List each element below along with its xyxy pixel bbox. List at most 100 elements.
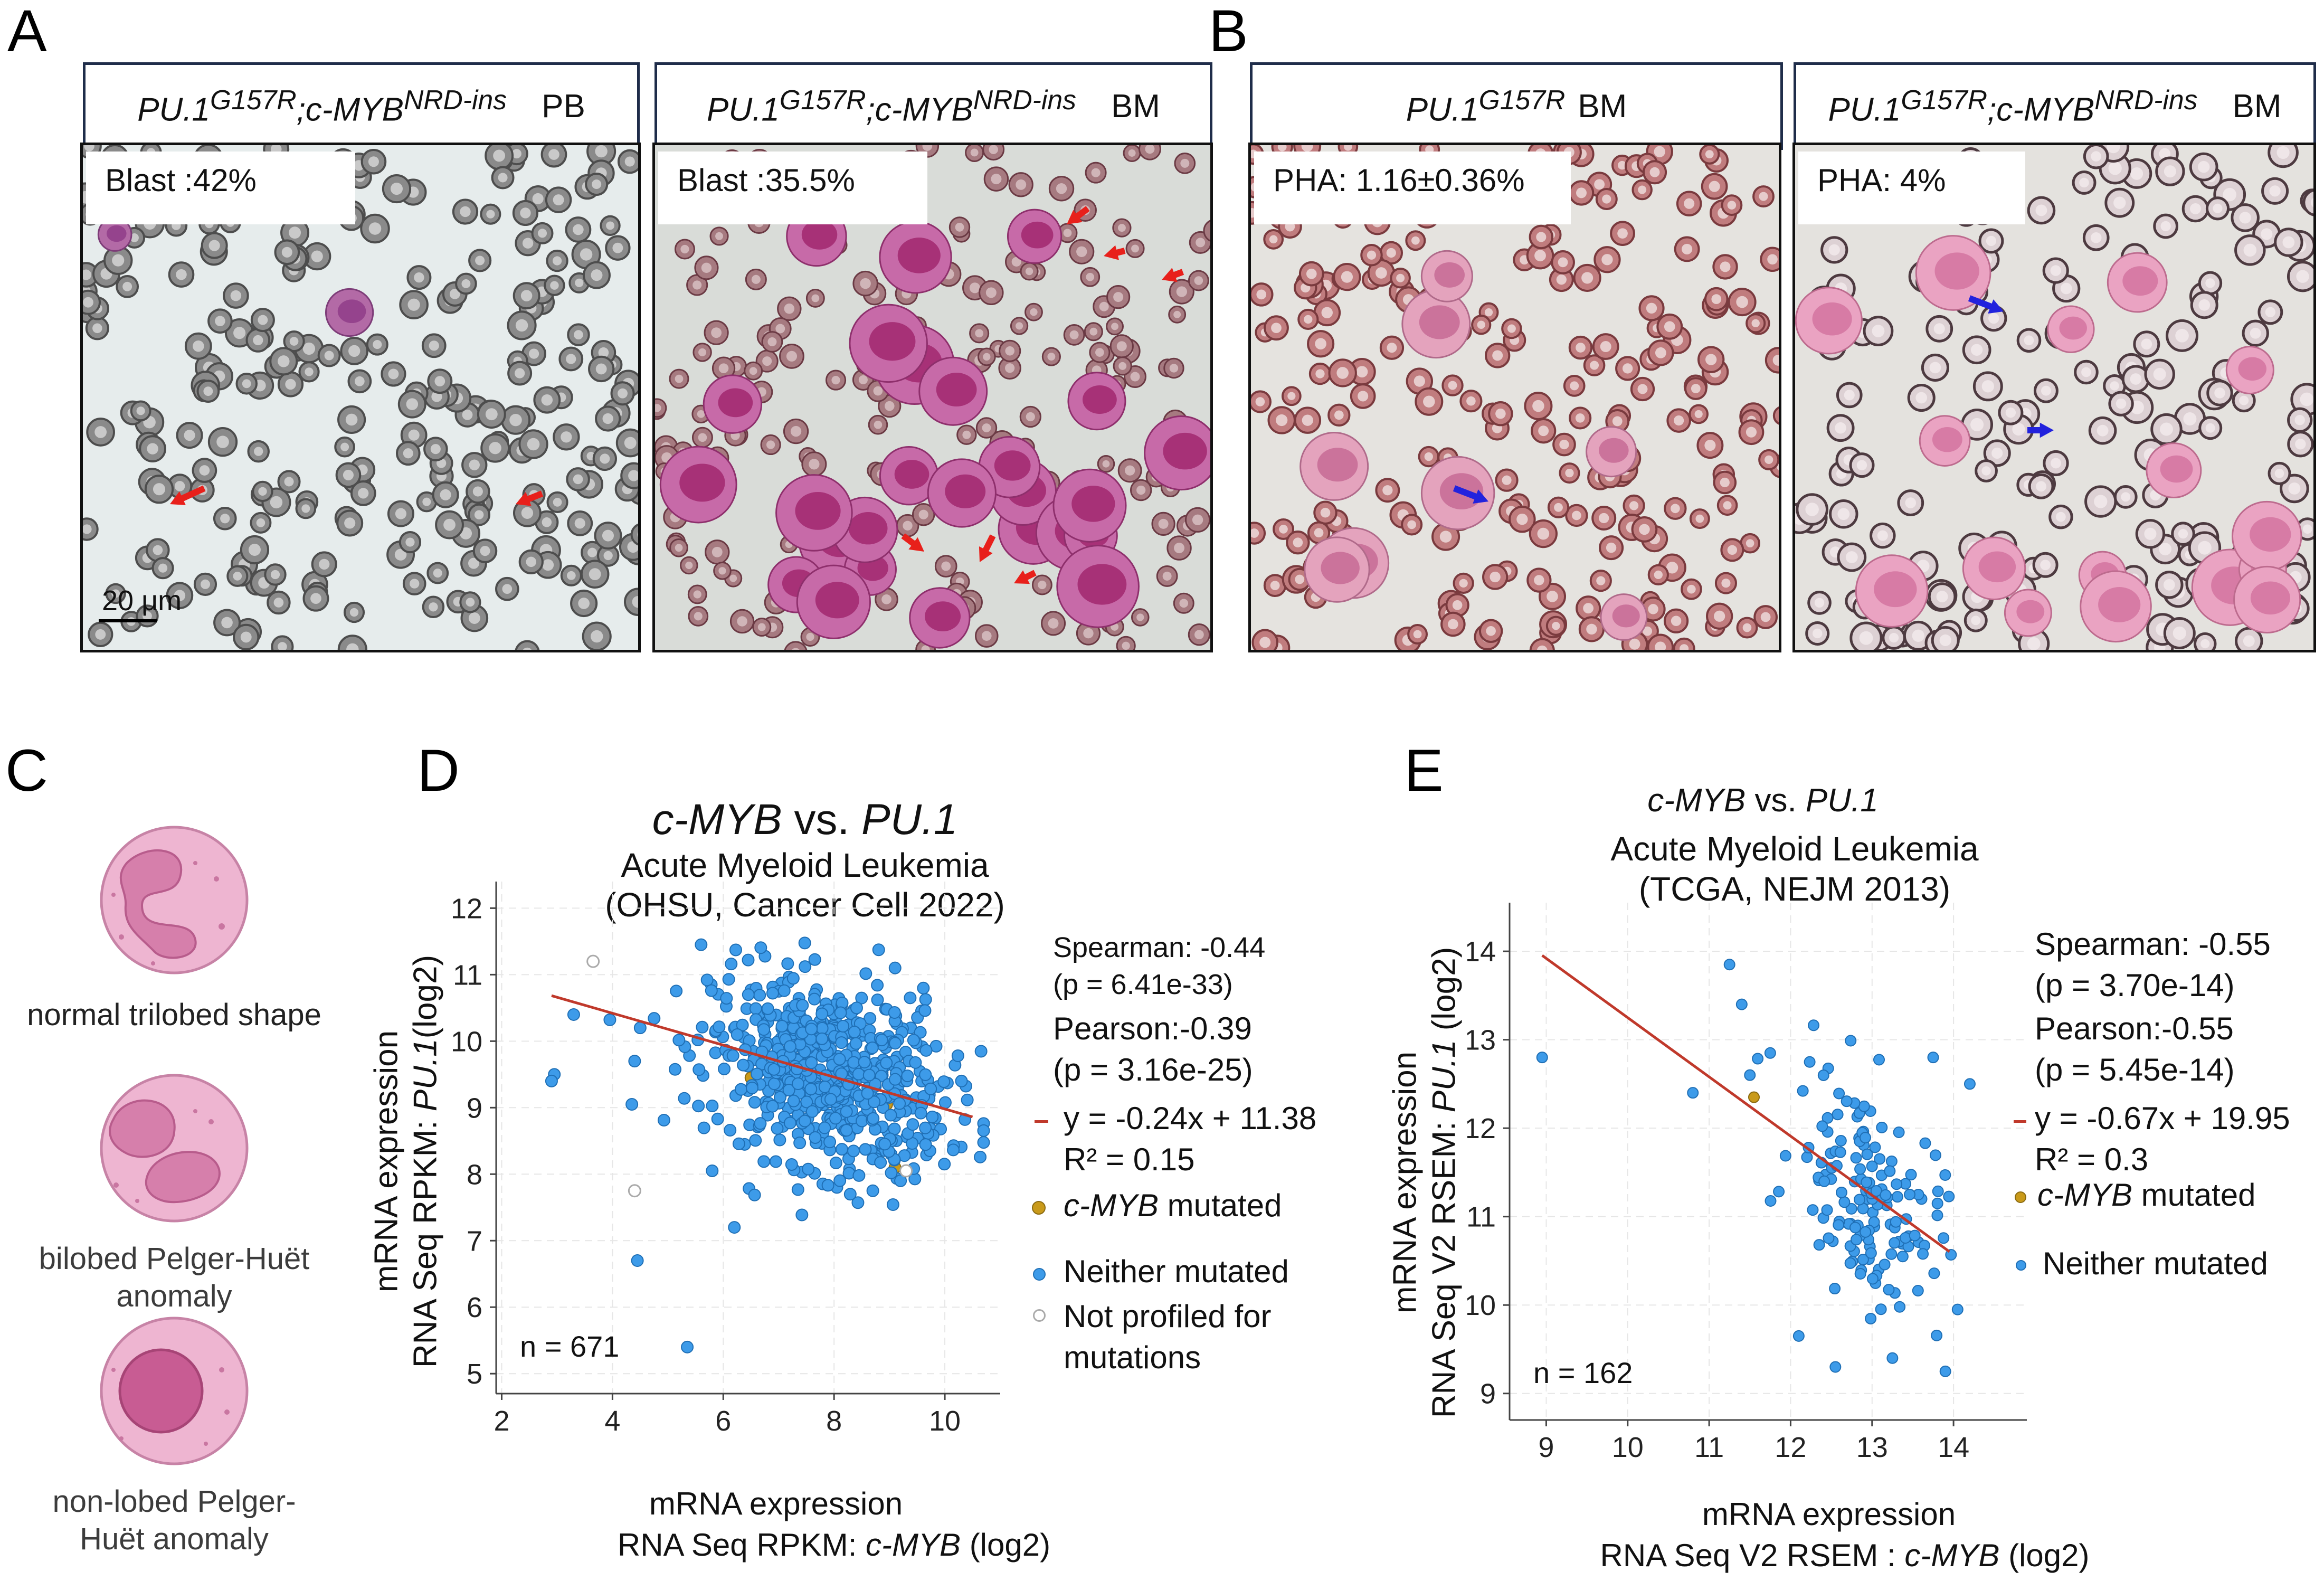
red-blood-cell-center [1490,571,1501,583]
red-blood-cell-center [2130,373,2142,385]
data-point-neither [1829,1361,1842,1373]
red-blood-cell-center [2081,367,2091,377]
data-point-neither [821,1179,834,1192]
red-blood-cell-center [2178,529,2188,539]
red-blood-cell-center [92,323,102,334]
cell-label-text: anomaly [116,1279,232,1313]
data-point-neither [749,1134,762,1147]
red-blood-cell-center [1030,308,1038,316]
data-point-neither [866,1184,879,1197]
data-point-neither [631,1254,644,1267]
data-point-neither [919,993,932,1006]
red-blood-cell-center [1448,619,1458,630]
red-blood-cell-center [766,440,775,449]
data-point-neither [1845,1203,1857,1215]
red-blood-cell-center [1196,238,1206,248]
data-point-neither [1861,1176,1873,1188]
red-blood-cell-center [2097,424,2109,437]
data-point-neither [1744,1069,1756,1081]
red-blood-cell-center [1321,307,1333,319]
red-blood-cell-center [1889,633,1899,643]
red-blood-cell-center [1414,375,1425,387]
red-blood-cell-center [580,248,593,261]
data-point-neither [732,1137,745,1150]
red-blood-cell-center [253,335,263,346]
red-blood-cell-center [111,589,120,598]
red-blood-cell-center [200,579,211,589]
red-blood-cell-center [2130,167,2143,180]
data-point-neither [1875,1303,1887,1315]
data-point-neither [974,1045,988,1058]
red-blood-cell-center [1709,181,1720,192]
data-point-neither [1865,1312,1877,1324]
red-arrow-icon [979,534,996,562]
red-blood-cell-center [1746,539,1754,547]
red-blood-cell-center [2116,398,2127,409]
header-gene2: ;c-MYB [866,91,973,128]
panel-label-e: E [1404,737,1444,803]
red-blood-cell-center [230,290,242,301]
red-blood-cell-center [1720,477,1730,488]
blue-arrow-icon [1968,295,2004,314]
data-point-neither [783,1116,796,1130]
data-point-neither [1801,1151,1813,1163]
data-point-neither [1939,1169,1951,1181]
legend-gene: c-MYB [2037,1177,2132,1213]
red-blood-cell-center [143,611,152,621]
red-blood-cell-center [1915,392,1928,404]
red-blood-cell-center [1131,244,1139,253]
data-point-neither [725,958,738,971]
red-blood-cell-center [1117,224,1126,232]
data-point-neither [1835,1134,1847,1147]
red-blood-cell-center [1583,603,1594,614]
data-point-neither [753,989,766,1002]
red-blood-cell-center [693,280,702,290]
red-blood-cell-center [373,340,382,349]
red-blood-cell-center [1536,645,1548,650]
data-point-neither [706,1164,719,1177]
red-blood-cell-center [1334,410,1344,420]
data-point-neither [1951,1303,1963,1315]
data-point-neither [1844,1257,1856,1269]
data-point-neither [805,1023,818,1036]
red-blood-cell-center [1251,528,1259,538]
data-point-neither [871,993,884,1007]
red-blood-cell-center [1439,531,1452,543]
x-tick-label: 13 [1856,1432,1888,1463]
red-blood-cell-center [2265,307,2275,317]
micrograph-b-double: PHA: 4% [1792,143,2316,652]
red-blood-cell-center [2243,635,2255,647]
red-blood-cell-center [1532,400,1544,412]
data-point-neither [1891,1178,1903,1190]
red-blood-cell-center [1122,641,1130,650]
header-superscript: G157R [779,84,866,115]
cell-nucleus [869,322,916,361]
data-point-neither [815,1032,829,1045]
data-point-neither [840,1105,853,1118]
data-point-neither [823,1135,837,1149]
data-point-neither [1890,1216,1902,1228]
red-blood-cell-center [528,348,539,359]
data-point-neither [805,1105,819,1118]
red-blood-cell-center [460,206,471,217]
red-blood-cell-center [472,486,483,497]
data-point-neither [1723,959,1735,971]
red-blood-cell-center [1306,268,1317,279]
red-blood-cell-center [1314,528,1324,538]
red-blood-cell-center [2050,265,2061,276]
data-point-neither [1928,1267,1940,1280]
red-blood-cell-center [1118,362,1127,370]
data-point-neither [1850,1234,1862,1246]
red-blood-cell-center [1638,185,1647,194]
legend-mutated-marker [1032,1201,1046,1215]
data-point-neither [1797,1085,1809,1097]
data-point-neither [628,1055,641,1068]
red-blood-cell-center [1086,272,1095,281]
red-blood-cell-center [422,497,431,506]
chart-d-scatter: 2 4 6 8 10 5 6 7 8 9 10 11 12 n = 671 [451,882,1000,1437]
red-blood-cell-center [2005,408,2016,418]
red-blood-cell [630,523,638,546]
red-blood-cell-center [595,363,607,375]
red-blood-cell-center [395,508,407,519]
equation: y = -0.67x + 19.95 [2035,1101,2290,1136]
